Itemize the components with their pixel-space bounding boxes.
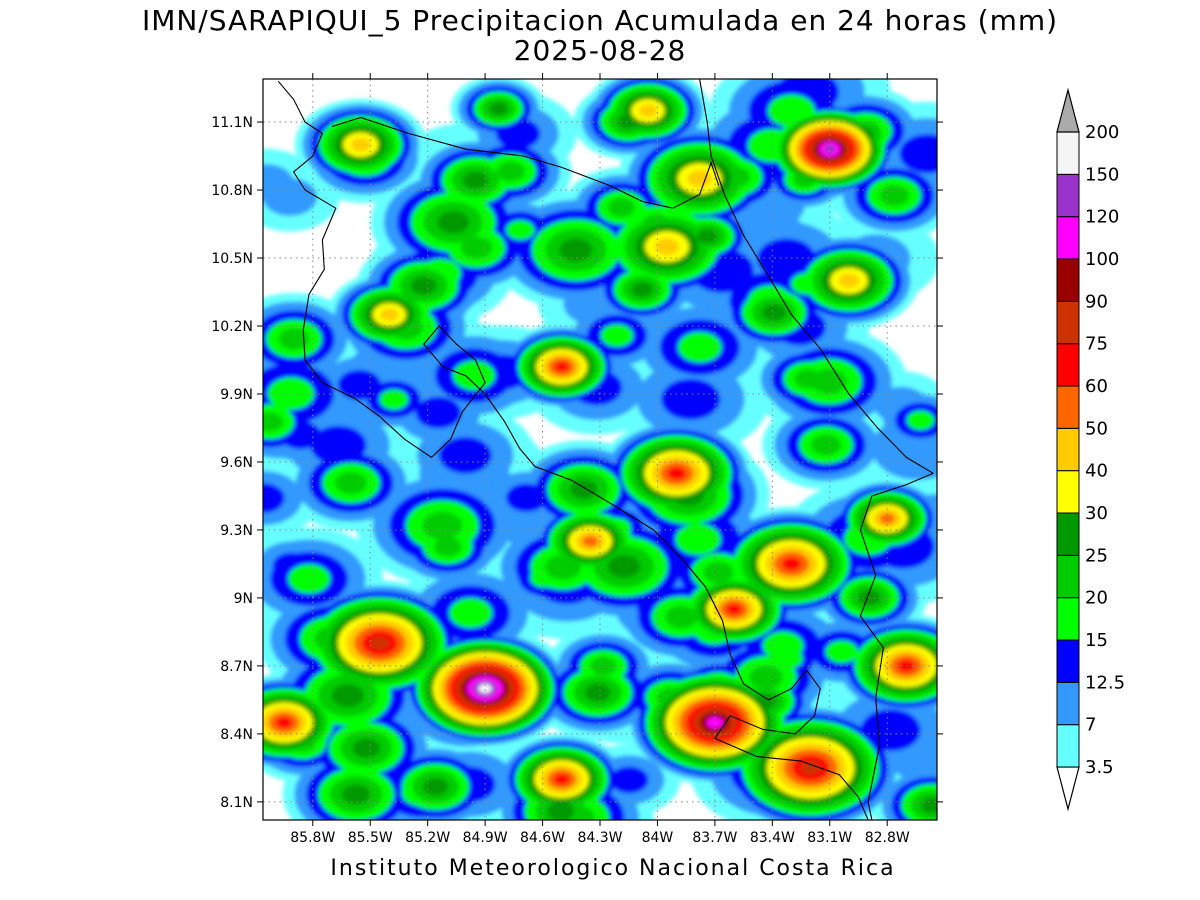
graticule bbox=[263, 79, 937, 820]
colorbar-level-label: 100 bbox=[1085, 249, 1119, 270]
colorbar-over-arrow bbox=[1056, 87, 1080, 133]
colorbar-level-label: 7 bbox=[1085, 715, 1096, 736]
x-tick-label: 83.7W bbox=[692, 830, 737, 846]
colorbar-level-label: 75 bbox=[1085, 334, 1108, 355]
colorbar-swatch bbox=[1056, 554, 1080, 599]
y-tick-label: 9N bbox=[234, 591, 253, 607]
colorbar-level-label: 15 bbox=[1085, 630, 1108, 651]
y-tick-label: 8.7N bbox=[220, 659, 253, 675]
colorbar-swatch bbox=[1056, 216, 1080, 260]
colorbar-swatch bbox=[1056, 597, 1080, 641]
colorbar-level-label: 120 bbox=[1085, 207, 1119, 228]
y-tick-label: 10.5N bbox=[211, 251, 253, 267]
x-tick-label: 84.6W bbox=[520, 830, 565, 846]
y-tick-label: 8.4N bbox=[220, 727, 253, 743]
y-tick-label: 8.1N bbox=[220, 795, 253, 811]
y-tick-label: 9.9N bbox=[220, 387, 253, 403]
border-panama bbox=[859, 472, 934, 820]
x-tick-label: 84.9W bbox=[463, 830, 508, 846]
border-nicaragua bbox=[331, 116, 720, 209]
colorbar-swatch bbox=[1056, 427, 1080, 472]
y-tick-label: 10.8N bbox=[211, 183, 253, 199]
colorbar-swatch bbox=[1056, 724, 1080, 768]
colorbar-level-label: 30 bbox=[1085, 503, 1108, 524]
x-tick-label: 82.8W bbox=[865, 830, 910, 846]
colorbar-swatch bbox=[1056, 300, 1080, 345]
caribbean-coastline bbox=[699, 79, 934, 474]
y-tick-label: 10.2N bbox=[211, 319, 253, 335]
x-tick-label: 83.1W bbox=[807, 830, 852, 846]
colorbar-swatch bbox=[1056, 639, 1080, 683]
colorbar-swatch bbox=[1056, 343, 1080, 387]
map-title: IMN/SARAPIQUI_5 Precipitacion Acumulada … bbox=[141, 4, 1059, 37]
colorbar-level-label: 200 bbox=[1085, 122, 1119, 143]
colorbar-level-label: 20 bbox=[1085, 588, 1108, 609]
colorbar-under-arrow bbox=[1056, 766, 1080, 812]
x-tick-label: 84W bbox=[642, 830, 674, 846]
colorbar-level-label: 12.5 bbox=[1085, 672, 1125, 693]
colorbar-level-label: 150 bbox=[1085, 164, 1119, 185]
y-tick-label: 11.1N bbox=[211, 115, 253, 131]
colorbar-swatch bbox=[1056, 512, 1080, 556]
x-tick-label: 85.8W bbox=[290, 830, 335, 846]
colorbar-swatch bbox=[1056, 131, 1080, 175]
colorbar-level-label: 40 bbox=[1085, 461, 1108, 482]
pacific-coastline bbox=[277, 80, 869, 820]
y-tick-label: 9.6N bbox=[220, 455, 253, 471]
colorbar-swatch bbox=[1056, 173, 1080, 218]
colorbar-level-label: 50 bbox=[1085, 418, 1108, 439]
colorbar-swatch bbox=[1056, 470, 1080, 514]
colorbar-swatch bbox=[1056, 681, 1080, 726]
map-date: 2025-08-28 bbox=[513, 34, 687, 67]
x-tick-label: 83.4W bbox=[750, 830, 795, 846]
colorbar-swatch bbox=[1056, 385, 1080, 429]
footer-credit: Instituto Meteorologico Nacional Costa R… bbox=[330, 856, 896, 881]
colorbar-level-label: 25 bbox=[1085, 545, 1108, 566]
colorbar-level-label: 3.5 bbox=[1085, 757, 1114, 778]
precipitation-field bbox=[263, 79, 937, 820]
x-axis: 85.8W 85.5W 85.2W 84.9W 84.6W 84.3W 84W 83.7W 83… bbox=[290, 73, 910, 846]
colorbar-level-label: 90 bbox=[1085, 291, 1108, 312]
x-tick-label: 85.2W bbox=[405, 830, 450, 846]
x-tick-label: 85.5W bbox=[348, 830, 393, 846]
colorbar-level-label: 60 bbox=[1085, 376, 1108, 397]
x-tick-label: 84.3W bbox=[577, 830, 622, 846]
y-axis: 8.1N 8.4N 8.7N 9N 9.3N 9.6N 9.9N 10.2N 10.5N 10.8… bbox=[211, 115, 943, 811]
y-tick-label: 9.3N bbox=[220, 523, 253, 539]
colorbar: 3.5 7 12.5 15 20 25 30 40 50 60 75 90 100 120 150 200 bbox=[1056, 87, 1125, 812]
coastline bbox=[277, 79, 934, 820]
colorbar-swatch bbox=[1056, 258, 1080, 302]
